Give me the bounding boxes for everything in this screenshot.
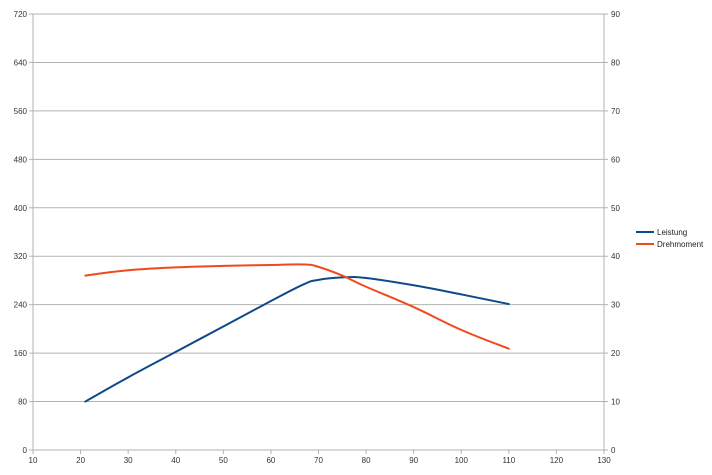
x-tick-label: 110 xyxy=(502,456,515,465)
right-tick-label: 0 xyxy=(611,446,616,455)
x-tick-label: 100 xyxy=(455,456,469,465)
right-tick-label: 90 xyxy=(611,10,620,19)
x-tick-label: 10 xyxy=(29,456,38,465)
grid-lines xyxy=(33,13,604,451)
series-lines xyxy=(84,263,510,403)
left-tick-label: 400 xyxy=(14,204,28,213)
right-tick-label: 80 xyxy=(611,58,620,67)
legend-label-leistung: Leistung xyxy=(657,228,687,237)
x-tick-label: 80 xyxy=(362,456,371,465)
right-axis-ticks: 0 10 20 30 40 50 60 70 80 90 xyxy=(604,10,620,455)
series-line-drehmoment xyxy=(84,263,510,350)
series-line-leistung xyxy=(84,275,510,403)
x-tick-label: 40 xyxy=(171,456,180,465)
legend: Leistung Drehmoment xyxy=(636,228,704,249)
x-tick-label: 130 xyxy=(597,456,611,465)
x-axis-ticks: 10 20 30 40 50 60 70 80 90 100 110 120 130 xyxy=(29,450,611,465)
left-tick-label: 640 xyxy=(14,58,28,67)
left-tick-label: 480 xyxy=(14,155,28,164)
x-tick-label: 30 xyxy=(124,456,133,465)
x-tick-label: 120 xyxy=(550,456,564,465)
right-tick-label: 40 xyxy=(611,252,620,261)
legend-label-drehmoment: Drehmoment xyxy=(657,240,704,249)
left-axis-ticks: 0 80 160 240 320 400 480 560 640 720 xyxy=(14,10,33,455)
right-tick-label: 30 xyxy=(611,301,620,310)
x-tick-label: 70 xyxy=(314,456,323,465)
left-tick-label: 720 xyxy=(14,10,28,19)
left-tick-label: 0 xyxy=(23,446,28,455)
right-tick-label: 10 xyxy=(611,398,620,407)
left-tick-label: 240 xyxy=(14,301,28,310)
right-tick-label: 70 xyxy=(611,107,620,116)
left-tick-label: 320 xyxy=(14,252,28,261)
left-tick-label: 560 xyxy=(14,107,28,116)
x-tick-label: 50 xyxy=(219,456,228,465)
plot-frame xyxy=(32,14,605,450)
x-tick-label: 90 xyxy=(409,456,418,465)
x-tick-label: 60 xyxy=(266,456,275,465)
right-tick-label: 20 xyxy=(611,349,620,358)
left-tick-label: 160 xyxy=(14,349,28,358)
left-tick-label: 80 xyxy=(18,398,27,407)
right-tick-label: 60 xyxy=(611,155,620,164)
x-tick-label: 20 xyxy=(76,456,85,465)
right-tick-label: 50 xyxy=(611,204,620,213)
